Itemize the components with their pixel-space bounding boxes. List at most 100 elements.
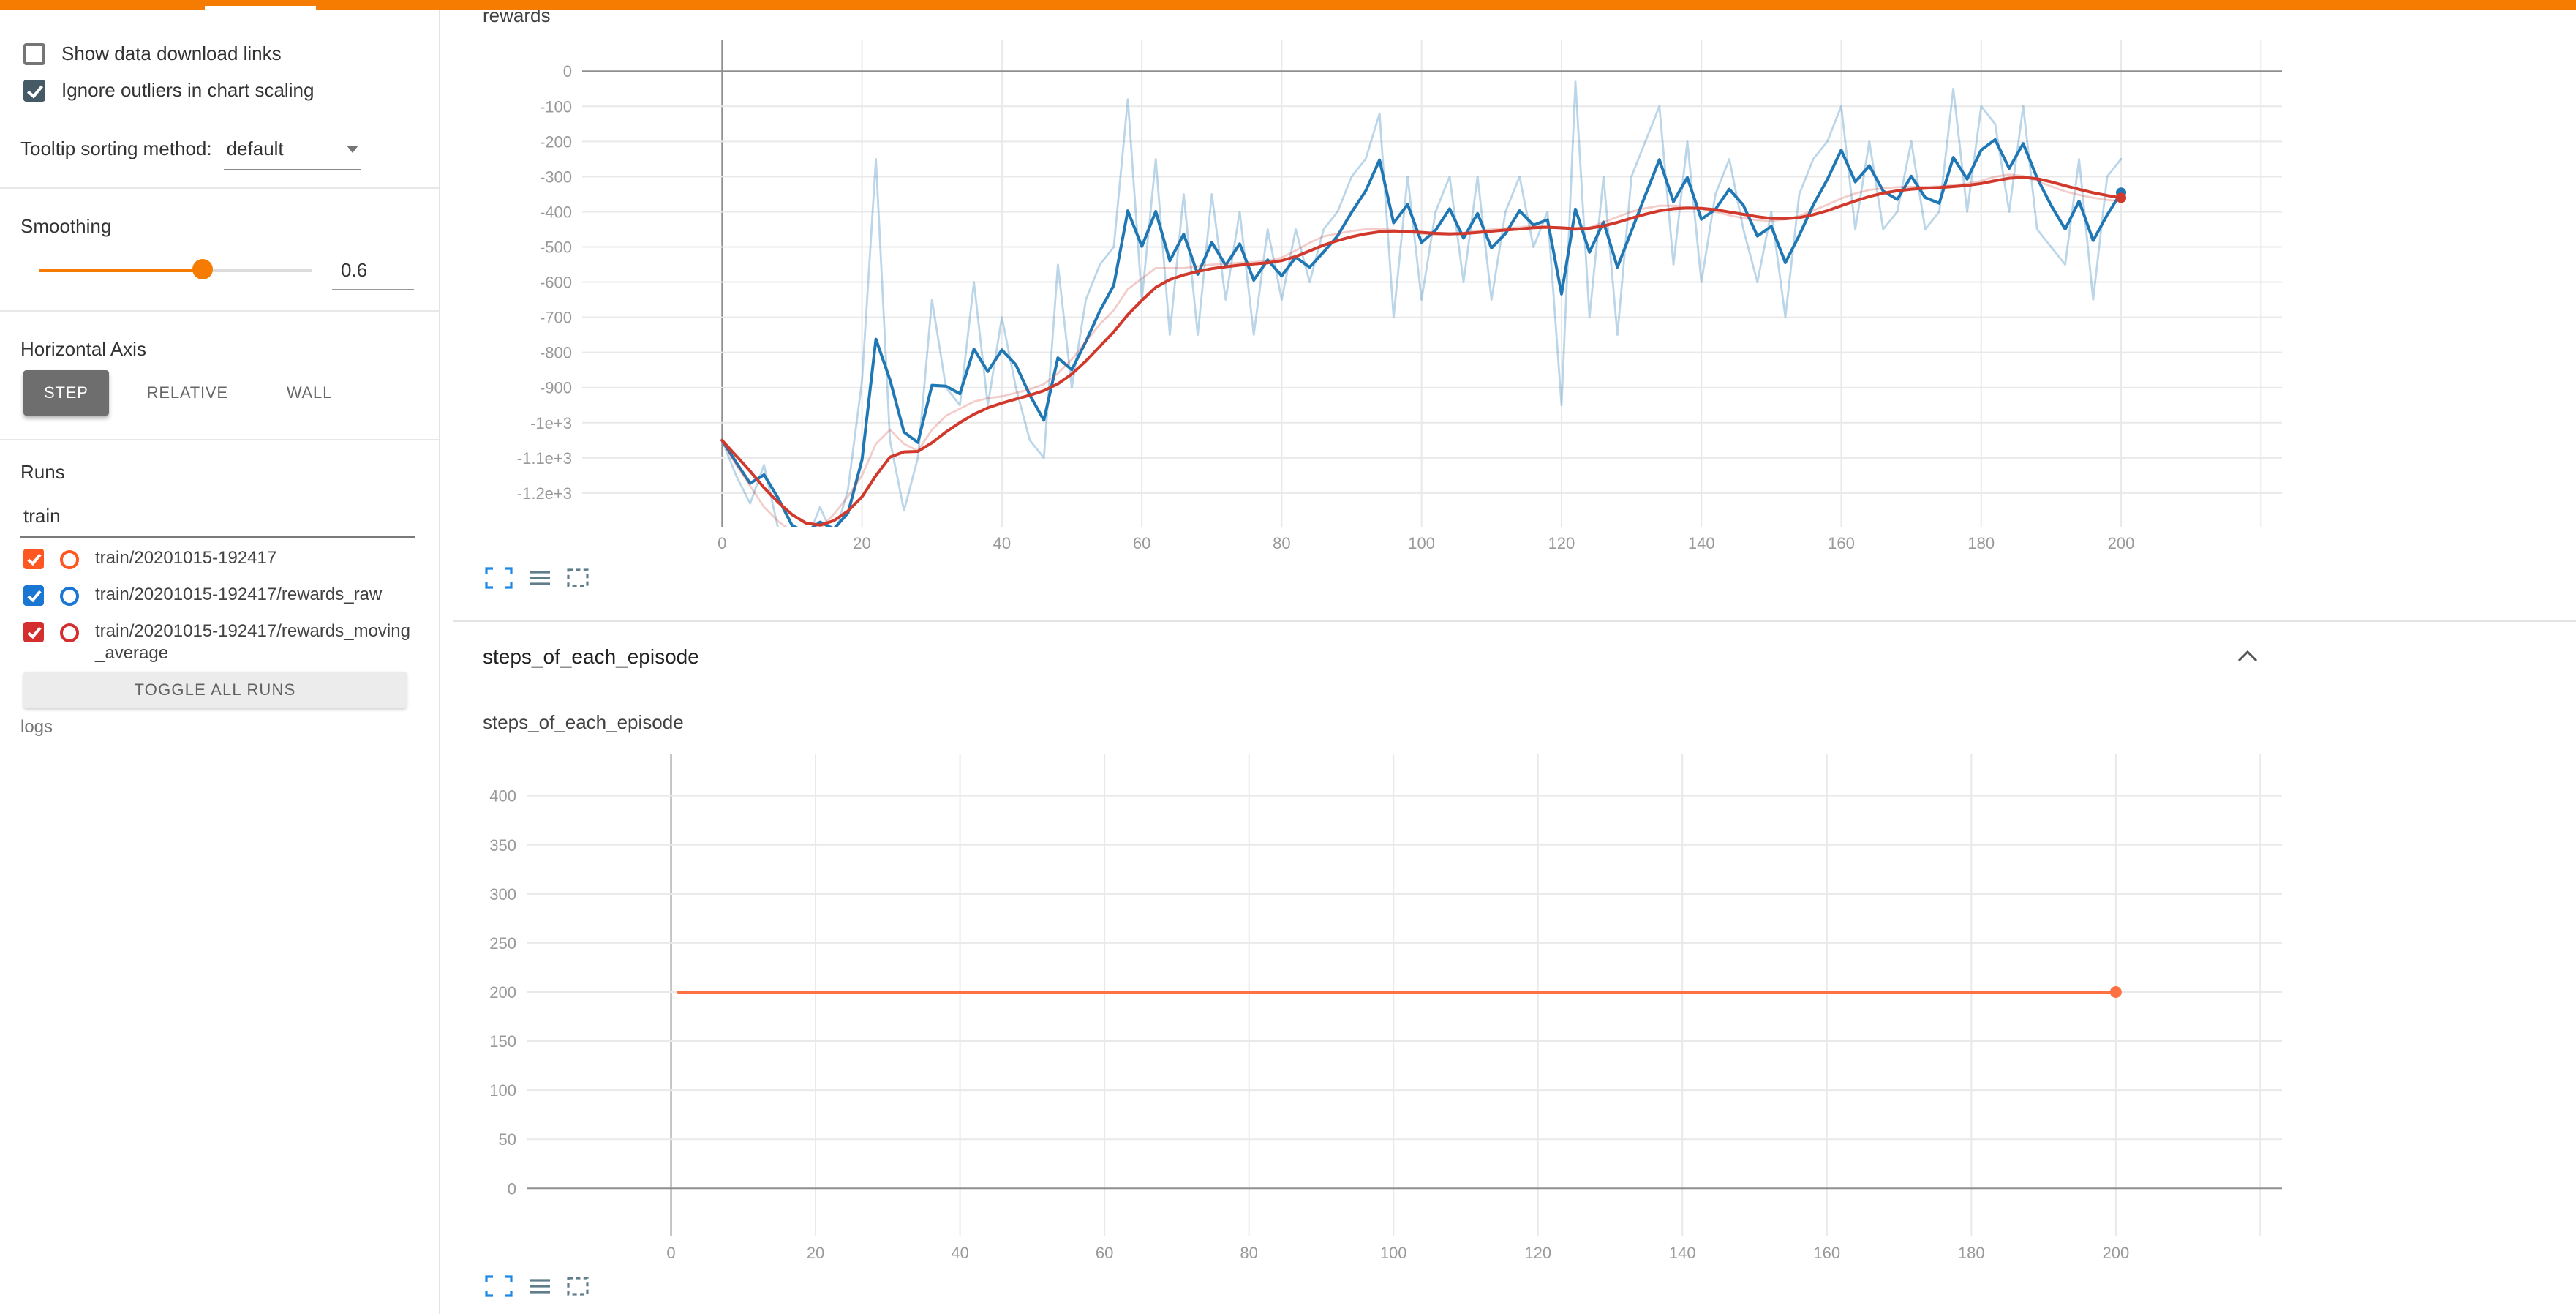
section-divider xyxy=(453,620,2576,622)
svg-text:180: 180 xyxy=(1958,1244,1985,1262)
show-download-links-label: Show data download links xyxy=(61,42,282,64)
svg-text:-700: -700 xyxy=(540,309,572,327)
svg-text:-500: -500 xyxy=(540,239,572,257)
svg-text:80: 80 xyxy=(1240,1244,1257,1262)
svg-text:60: 60 xyxy=(1096,1244,1113,1262)
rewards-chart[interactable]: 0 -100 -200 -300 -400 -500 -600 -700 -800 -900 -1e… xyxy=(483,26,2285,559)
svg-text:50: 50 xyxy=(499,1130,516,1149)
horizontal-axis-label: Horizontal Axis xyxy=(20,338,146,360)
sidebar: Show data download links Ignore outliers… xyxy=(0,10,440,1314)
ignore-outliers-row[interactable]: Ignore outliers in chart scaling xyxy=(23,79,314,102)
run-row[interactable]: train/20201015-192417/rewards_raw xyxy=(23,584,420,606)
svg-text:140: 140 xyxy=(1688,534,1715,552)
svg-text:100: 100 xyxy=(1380,1244,1407,1262)
run-name: train/20201015-192417 xyxy=(95,548,277,568)
collapse-section-icon[interactable] xyxy=(2237,650,2259,663)
smoothing-slider[interactable] xyxy=(39,269,312,272)
tooltip-sorting-label: Tooltip sorting method: xyxy=(20,138,212,159)
ignore-outliers-checkbox[interactable] xyxy=(23,79,45,102)
sidebar-divider xyxy=(0,310,439,312)
expand-chart-icon[interactable] xyxy=(484,1274,513,1298)
svg-text:-1e+3: -1e+3 xyxy=(530,414,572,432)
smoothing-slider-fill xyxy=(39,269,203,272)
svg-text:-1.1e+3: -1.1e+3 xyxy=(517,449,572,468)
smoothing-label: Smoothing xyxy=(20,215,112,237)
expand-chart-icon[interactable] xyxy=(484,566,513,590)
steps-chart-toolbar xyxy=(484,1274,590,1298)
svg-text:80: 80 xyxy=(1273,534,1290,552)
run-solo-radio[interactable] xyxy=(60,623,79,642)
svg-text:200: 200 xyxy=(2108,534,2135,552)
run-row[interactable]: train/20201015-192417 xyxy=(23,547,420,569)
svg-text:-400: -400 xyxy=(540,203,572,221)
svg-text:160: 160 xyxy=(1828,534,1855,552)
fit-domain-icon[interactable] xyxy=(566,568,590,588)
svg-text:250: 250 xyxy=(489,934,516,953)
svg-text:-800: -800 xyxy=(540,344,572,362)
tooltip-sorting-row: Tooltip sorting method: default xyxy=(20,135,361,170)
run-name: train/20201015-192417/rewards_moving_ave… xyxy=(95,621,410,663)
svg-text:300: 300 xyxy=(489,885,516,904)
steps-chart[interactable]: 400 350 300 250 200 150 100 50 0 0 20 40 60 80 100 120 1… xyxy=(483,737,2285,1264)
sidebar-divider xyxy=(0,187,439,189)
top-orange-bar xyxy=(0,0,2576,10)
svg-text:150: 150 xyxy=(489,1032,516,1051)
svg-text:60: 60 xyxy=(1133,534,1150,552)
svg-text:100: 100 xyxy=(489,1081,516,1100)
svg-text:-300: -300 xyxy=(540,168,572,186)
show-download-links-row[interactable]: Show data download links xyxy=(23,42,282,65)
logs-path-label: logs xyxy=(20,717,53,737)
smoothing-value-input[interactable] xyxy=(332,256,414,290)
svg-text:120: 120 xyxy=(1548,534,1575,552)
svg-text:20: 20 xyxy=(853,534,870,552)
data-series-icon[interactable] xyxy=(528,568,551,588)
svg-text:-1.2e+3: -1.2e+3 xyxy=(517,484,572,503)
svg-text:0: 0 xyxy=(666,1244,675,1262)
svg-text:-600: -600 xyxy=(540,274,572,292)
horizontal-axis-button-group: STEP RELATIVE WALL xyxy=(23,370,353,416)
data-series-icon[interactable] xyxy=(528,1276,551,1296)
runs-label: Runs xyxy=(20,461,65,483)
axis-wall-button[interactable]: WALL xyxy=(266,370,353,416)
svg-text:40: 40 xyxy=(951,1244,968,1262)
runs-filter-input[interactable] xyxy=(20,500,415,538)
fit-domain-icon[interactable] xyxy=(566,1276,590,1296)
tooltip-sorting-value: default xyxy=(226,138,284,159)
svg-text:350: 350 xyxy=(489,836,516,855)
sidebar-divider xyxy=(0,439,439,440)
run-checkbox[interactable] xyxy=(23,622,44,642)
svg-text:-200: -200 xyxy=(540,132,572,151)
svg-text:180: 180 xyxy=(1967,534,1995,552)
active-tab-underline xyxy=(205,6,316,10)
run-solo-radio[interactable] xyxy=(60,550,79,569)
svg-text:0: 0 xyxy=(563,62,572,80)
svg-text:120: 120 xyxy=(1524,1244,1551,1262)
run-checkbox[interactable] xyxy=(23,549,44,569)
svg-text:0: 0 xyxy=(718,534,726,552)
run-checkbox[interactable] xyxy=(23,585,44,606)
run-row[interactable]: train/20201015-192417/rewards_moving_ave… xyxy=(23,620,420,664)
svg-text:200: 200 xyxy=(489,983,516,1002)
axis-relative-button[interactable]: RELATIVE xyxy=(127,370,249,416)
steps-section-title: steps_of_each_episode xyxy=(483,645,699,668)
svg-text:140: 140 xyxy=(1669,1244,1696,1262)
run-solo-radio[interactable] xyxy=(60,587,79,606)
svg-text:0: 0 xyxy=(508,1179,516,1198)
svg-text:40: 40 xyxy=(993,534,1011,552)
tooltip-sorting-dropdown[interactable]: default xyxy=(223,135,361,170)
show-download-links-checkbox[interactable] xyxy=(23,42,45,65)
svg-text:400: 400 xyxy=(489,787,516,806)
smoothing-slider-thumb[interactable] xyxy=(192,259,214,279)
axis-step-button[interactable]: STEP xyxy=(23,370,109,416)
rewards-chart-toolbar xyxy=(484,566,590,590)
svg-text:-100: -100 xyxy=(540,97,572,116)
dropdown-caret-icon xyxy=(346,145,358,153)
svg-text:160: 160 xyxy=(1813,1244,1840,1262)
svg-text:200: 200 xyxy=(2102,1244,2129,1262)
steps-section-header[interactable]: steps_of_each_episode xyxy=(453,622,2576,686)
svg-text:-900: -900 xyxy=(540,379,572,397)
run-name: train/20201015-192417/rewards_raw xyxy=(95,585,383,604)
toggle-all-runs-button[interactable]: TOGGLE ALL RUNS xyxy=(23,672,407,708)
ignore-outliers-label: Ignore outliers in chart scaling xyxy=(61,79,315,101)
steps-chart-title: steps_of_each_episode xyxy=(483,711,684,733)
